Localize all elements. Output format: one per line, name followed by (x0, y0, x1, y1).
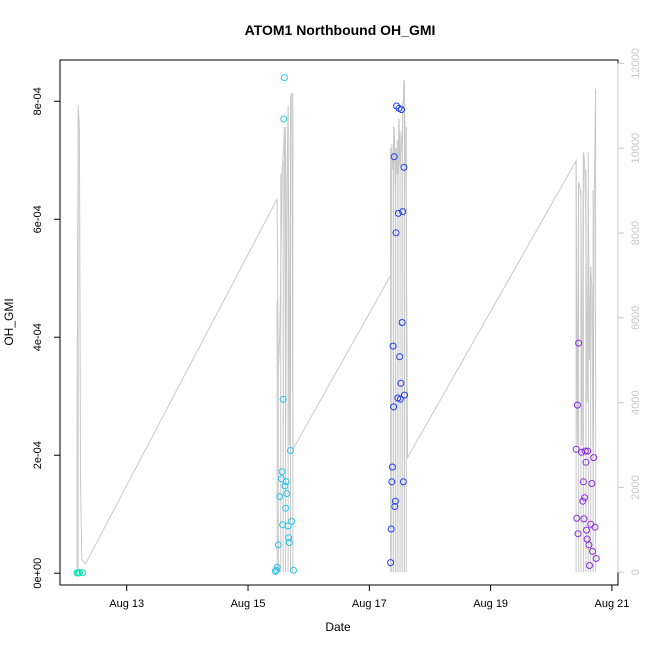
data-point (592, 555, 600, 562)
data-point (581, 447, 589, 455)
data-point (273, 566, 280, 574)
data-point (281, 482, 289, 490)
y-tick-label: 4e-04 (32, 323, 44, 351)
x-axis-label: Date (325, 620, 351, 634)
data-point (398, 106, 405, 114)
data-point (387, 559, 395, 567)
data-point (399, 208, 407, 216)
x-tick-label: Aug 13 (109, 598, 144, 610)
data-point (280, 74, 288, 82)
y-tick-label: 6e-04 (32, 205, 44, 233)
x-tick-label: Aug 15 (231, 598, 266, 610)
data-point (582, 458, 590, 466)
x-tick-label: Aug 21 (594, 598, 629, 610)
data-point (399, 478, 407, 486)
data-point (586, 562, 593, 569)
data-point (288, 517, 296, 525)
data-point (392, 229, 400, 237)
data-point (390, 403, 398, 411)
data-point (390, 153, 398, 161)
data-point (279, 395, 287, 403)
data-point (396, 395, 404, 403)
data-point (396, 353, 404, 361)
data-point (572, 445, 580, 453)
y-axis-right: 0 2000 4000 6000 8000 10000 12000 (617, 48, 642, 575)
data-point (591, 523, 599, 531)
data-points (73, 74, 600, 577)
chart-title: ATOM1 Northbound OH_GMI (245, 22, 436, 38)
data-point (583, 526, 590, 534)
data-point (388, 478, 396, 486)
data-point (276, 493, 284, 500)
y-tick-label: 2e-04 (32, 441, 44, 469)
data-point (285, 534, 293, 542)
y-tick-label: 0e+00 (32, 558, 44, 589)
data-point (285, 539, 293, 546)
data-point (584, 447, 592, 455)
data-point (575, 339, 583, 347)
data-point (278, 468, 286, 476)
data-point (282, 478, 290, 486)
y2-tick-label: 8000 (630, 221, 642, 245)
data-point (588, 480, 596, 487)
x-axis: Aug 13 Aug 15 Aug 17 Aug 19 Aug 21 (109, 584, 629, 610)
data-point (284, 522, 292, 530)
data-point (397, 379, 405, 387)
altitude-series (76, 80, 597, 573)
data-point (280, 115, 288, 123)
data-point (388, 463, 396, 471)
y2-tick-label: 12000 (630, 48, 642, 79)
data-point (573, 401, 581, 409)
data-point (581, 494, 589, 502)
data-point (391, 503, 399, 510)
data-point (75, 569, 83, 577)
data-point (78, 569, 86, 577)
data-point (579, 497, 587, 505)
data-point (401, 391, 408, 399)
data-point (273, 563, 281, 571)
data-point (287, 447, 294, 454)
data-point (580, 515, 588, 523)
y2-tick-label: 0 (630, 569, 642, 575)
data-point (282, 504, 290, 512)
data-point (398, 319, 406, 326)
data-point (283, 490, 291, 498)
x-tick-label: Aug 19 (473, 598, 508, 610)
y-axis-label: OH_GMI (2, 298, 16, 345)
data-point (274, 541, 282, 549)
y2-tick-label: 6000 (630, 306, 642, 330)
y2-tick-label: 4000 (630, 390, 642, 414)
y-axis-left: 0e+00 2e-04 4e-04 6e-04 8e-04 (32, 87, 61, 589)
data-point (590, 454, 598, 462)
y-tick-label: 8e-04 (32, 87, 44, 115)
data-point (574, 530, 582, 538)
data-point (579, 478, 587, 486)
data-point (573, 514, 581, 522)
data-point (271, 567, 279, 575)
data-point (387, 525, 395, 533)
data-point (589, 547, 596, 555)
altitude-line (76, 80, 597, 565)
data-point (391, 497, 399, 505)
data-point (389, 342, 397, 350)
data-point (400, 163, 408, 171)
data-point (394, 209, 402, 217)
data-point (585, 541, 593, 549)
y2-tick-label: 2000 (630, 475, 642, 499)
data-point (393, 102, 401, 110)
y2-tick-label: 10000 (630, 133, 642, 164)
x-tick-label: Aug 17 (352, 598, 387, 610)
data-point (290, 566, 297, 574)
